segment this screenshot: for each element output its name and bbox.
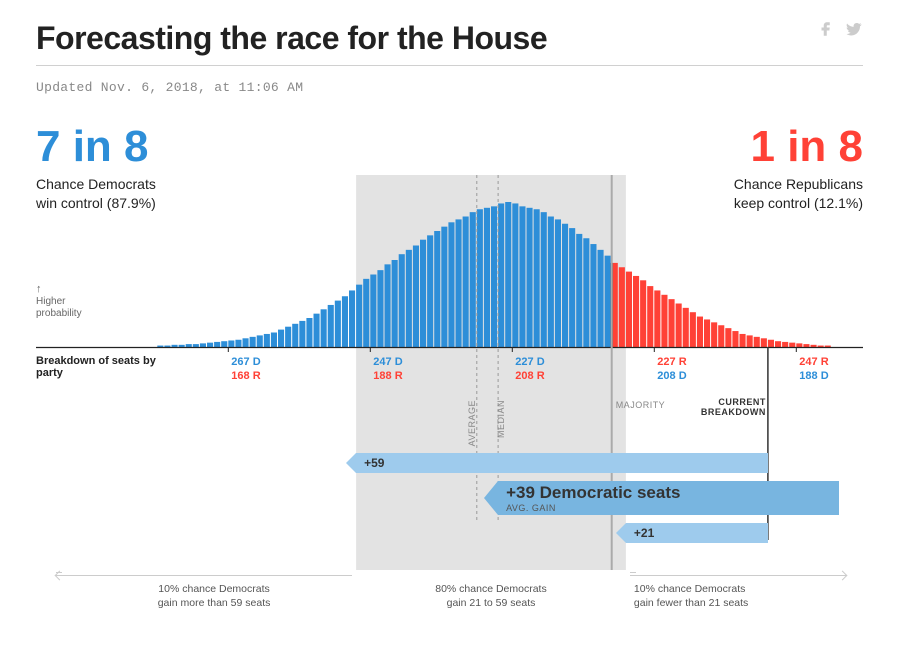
axis-tick: 267 D168 R xyxy=(231,355,260,384)
facebook-icon[interactable] xyxy=(817,20,835,43)
average-label: AVERAGE xyxy=(467,400,477,446)
gain-upper-bar: +59 xyxy=(356,453,768,473)
range-left-text: 10% chance Democratsgain more than 59 se… xyxy=(134,583,294,610)
majority-label: MAJORITY xyxy=(616,400,666,410)
axis-tick: 227 D208 R xyxy=(515,355,544,384)
axis-tick: 247 D188 R xyxy=(373,355,402,384)
forecast-chart: 7 in 8 Chance Democratswin control (87.9… xyxy=(36,125,863,625)
twitter-icon[interactable] xyxy=(845,20,863,43)
gain-lower-bar: +21 xyxy=(626,523,768,543)
gain-main-bar: +39 Democratic seatsAVG. GAIN xyxy=(498,481,839,515)
range-center-text: 80% chance Democratsgain 21 to 59 seats xyxy=(411,583,571,610)
median-label: MEDIAN xyxy=(496,400,506,438)
range-bracket xyxy=(630,575,846,576)
axis-tick: 227 R208 D xyxy=(657,355,686,384)
range-right-text: 10% chance Democratsgain fewer than 21 s… xyxy=(634,583,794,610)
histogram-svg xyxy=(36,125,863,625)
range-bracket xyxy=(56,575,352,576)
axis-tick: 247 R188 D xyxy=(799,355,828,384)
page-title: Forecasting the race for the House xyxy=(36,20,547,57)
axis-label: Breakdown of seats byparty xyxy=(36,355,156,379)
current-breakdown-label: CURRENTBREAKDOWN xyxy=(696,397,766,417)
updated-timestamp: Updated Nov. 6, 2018, at 11:06 AM xyxy=(36,80,863,95)
